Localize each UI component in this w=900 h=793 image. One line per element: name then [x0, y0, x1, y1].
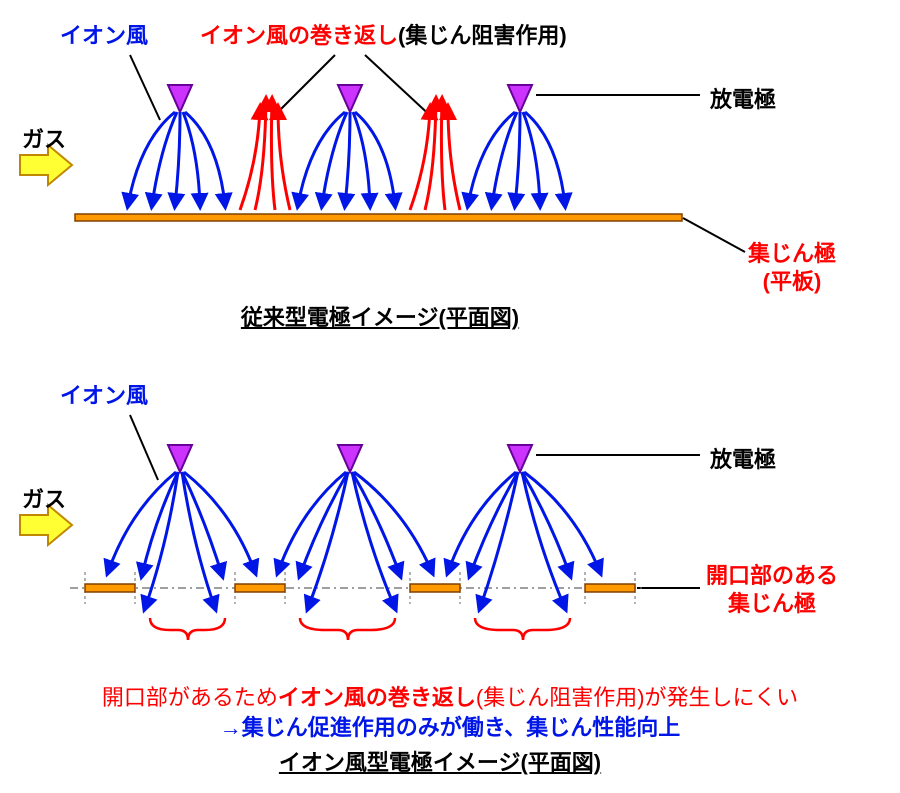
discharge-triangles-bot — [168, 445, 532, 472]
leader-ion-wind-top — [130, 55, 160, 120]
caption-bottom: イオン風型電極イメージ(平面図) — [230, 745, 650, 777]
leader-ion-wind-bot — [130, 415, 158, 480]
ion-wind-arrows-top — [128, 112, 565, 205]
braces — [150, 618, 570, 640]
label-collect-bot: 開口部のある 集じん極 — [706, 562, 838, 617]
label-collect-top: 集じん極 (平板) — [748, 240, 836, 295]
leader-collect-top — [683, 218, 745, 252]
conclusion-line-2: →集じん促進作用のみが働き、集じん性能向上 — [60, 710, 840, 742]
leader-return-2 — [365, 55, 435, 120]
label-discharge-bot: 放電極 — [710, 442, 776, 474]
label-ion-return-top: イオン風の巻き返し(集じん阻害作用) — [200, 18, 567, 50]
label-ion-wind-top: イオン風 — [60, 18, 148, 50]
leader-return-1 — [270, 55, 335, 120]
caption-top: 従来型電極イメージ(平面図) — [200, 300, 560, 332]
conclusion-line-1: 開口部があるためイオン風の巻き返し(集じん阻害作用)が発生しにくい — [60, 680, 840, 712]
label-gas-top: ガス — [22, 122, 66, 154]
label-discharge-top: 放電極 — [710, 82, 776, 114]
collect-plate-top — [75, 214, 682, 221]
label-ion-wind-bot: イオン風 — [60, 378, 148, 410]
label-gas-bot: ガス — [22, 482, 66, 514]
discharge-triangles-top — [168, 85, 532, 112]
